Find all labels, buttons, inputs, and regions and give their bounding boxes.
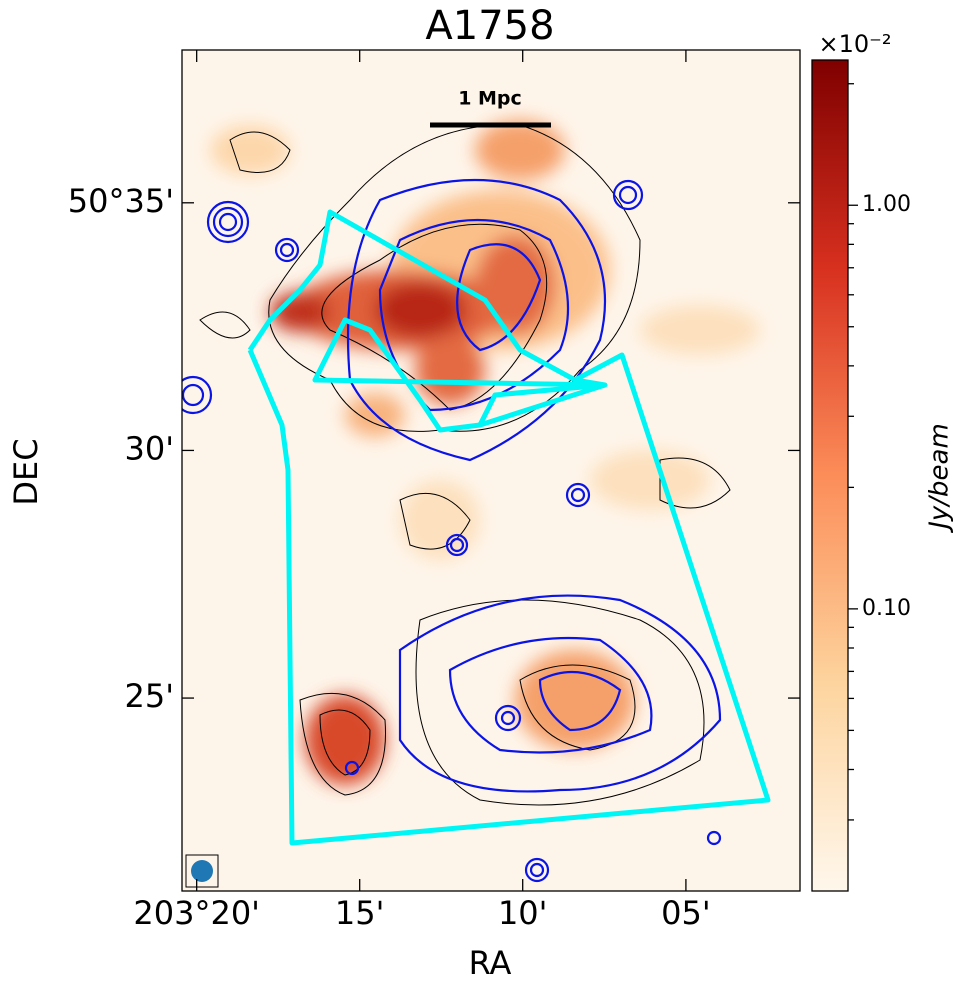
colorbar-tick-label: 1.00: [862, 192, 911, 217]
radio-image: [182, 50, 800, 891]
y-tick-label: 25': [124, 677, 174, 715]
x-tick-label: 10': [498, 894, 548, 932]
y-tick-label: 50°35': [68, 182, 174, 220]
colorbar-label: Jy/beam: [925, 423, 955, 534]
colorbar-offset: ×10⁻²: [819, 30, 892, 58]
y-tick-label: 30': [124, 429, 174, 467]
scale-bar-label: 1 Mpc: [458, 88, 522, 110]
y-axis-label: DEC: [7, 438, 45, 505]
colorbar: [811, 59, 849, 892]
plot-frame: [181, 49, 801, 892]
emission: [210, 120, 760, 785]
blue-contours: [182, 178, 722, 883]
region-outline: [247, 209, 771, 846]
x-tick-label: 15': [335, 894, 385, 932]
beam-box: [185, 854, 219, 888]
x-tick-label: 203°20': [133, 894, 260, 932]
x-tick-label: 05': [661, 894, 711, 932]
chart-title: A1758: [425, 3, 554, 49]
x-axis-label: RA: [469, 944, 512, 982]
beam: [191, 860, 213, 882]
colorbar-tick-label: 0.10: [862, 596, 911, 621]
